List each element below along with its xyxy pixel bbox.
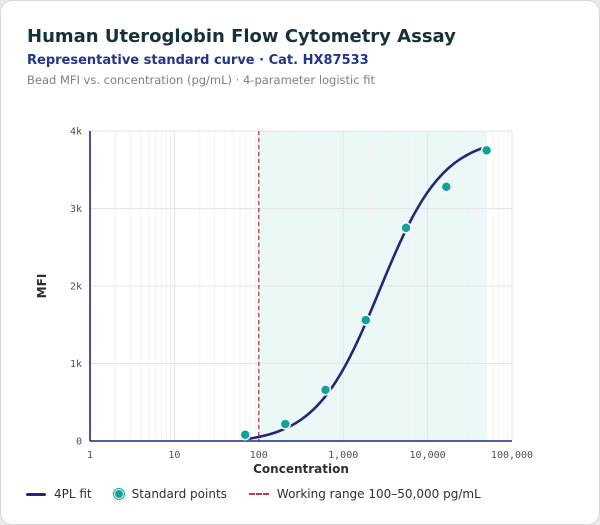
x-tick-label: 10,000 [410, 450, 446, 461]
standard-point [279, 418, 292, 430]
legend: 4PL fit Standard points Working range 10… [26, 487, 503, 501]
x-tick-label: 100 [250, 450, 268, 461]
standard-point [319, 384, 332, 396]
chart-title: Human Uteroglobin Flow Cytometry Assay [27, 26, 456, 47]
standard-points [239, 144, 493, 441]
chart-subtitle: Representative standard curve · Cat. HX8… [27, 53, 369, 68]
x-tick-label: 1,000 [328, 450, 358, 461]
point-swatch [113, 489, 124, 499]
standard-point [480, 144, 493, 157]
range-swatch [248, 493, 269, 495]
legend-fit-label: 4PL fit [54, 487, 92, 501]
y-tick-label: 0 [76, 437, 82, 448]
legend-item-range: Working range 100–50,000 pg/mL [248, 487, 481, 501]
legend-range-label: Working range 100–50,000 pg/mL [276, 487, 481, 501]
x-tick-label: 10 [168, 450, 180, 461]
y-tick-label: 2k [70, 282, 82, 293]
legend-item-fit: 4PL fit [26, 487, 92, 501]
standard-point [360, 314, 372, 326]
grid-lines [89, 130, 513, 442]
standard-point [400, 222, 412, 234]
y-axis-title: MFI [35, 274, 49, 299]
chart-caption: Bead MFI vs. concentration (pg/mL) · 4-p… [27, 73, 375, 87]
legend-points-label: Standard points [131, 487, 227, 501]
y-tick-label: 1k [70, 359, 82, 370]
x-tick-label: 100,000 [491, 450, 533, 461]
legend-item-points: Standard points [113, 487, 227, 501]
y-tick-label: 4k [70, 127, 82, 138]
y-tick-label: 3k [70, 204, 82, 215]
axes [89, 131, 512, 442]
x-axis-title: Concentration [253, 462, 349, 476]
tick-labels: 1 10 100 1,000 10,000 100,000 0 1k 2k 3k 4k [70, 127, 533, 462]
fit-line-swatch [26, 492, 46, 496]
standard-point [440, 181, 453, 193]
x-tick-label: 1 [87, 450, 93, 461]
standard-point [239, 429, 251, 441]
